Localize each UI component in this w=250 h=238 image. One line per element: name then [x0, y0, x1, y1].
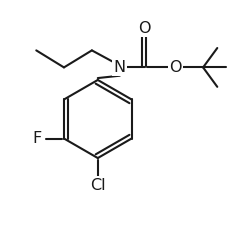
Text: Cl: Cl: [90, 178, 106, 193]
Text: O: O: [170, 60, 182, 75]
Text: F: F: [32, 131, 42, 146]
Text: N: N: [114, 60, 126, 75]
Text: O: O: [138, 21, 150, 36]
